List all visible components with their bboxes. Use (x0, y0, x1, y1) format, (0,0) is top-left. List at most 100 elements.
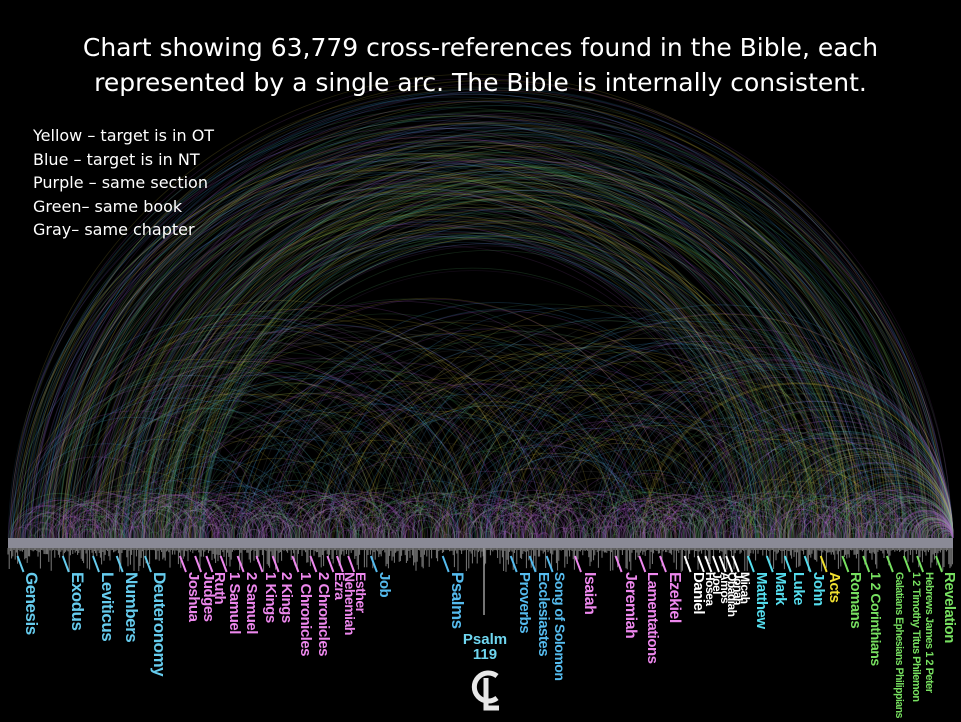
cross-reference-arc (187, 517, 230, 539)
cross-reference-arc (199, 180, 927, 539)
cross-reference-arc (718, 437, 926, 539)
cross-reference-arc (107, 528, 127, 539)
cross-reference-arc (77, 331, 500, 539)
cross-reference-arc (203, 250, 779, 539)
cross-reference-arc (387, 511, 444, 539)
cross-reference-arc (186, 392, 478, 539)
cross-reference-arc (393, 525, 419, 539)
cross-reference-arc (338, 379, 656, 539)
cross-reference-arc (483, 379, 810, 539)
cross-reference-arc (843, 485, 954, 539)
cross-reference-arc (489, 496, 577, 539)
cross-reference-arc (66, 512, 121, 539)
cross-reference-arc (58, 155, 824, 539)
cross-reference-arc (790, 475, 915, 539)
cross-reference-arc (433, 523, 463, 539)
cross-reference-arc (468, 507, 533, 539)
cross-reference-arc (294, 522, 327, 539)
cross-reference-arc (865, 495, 954, 539)
cross-reference-arc (935, 529, 954, 539)
cross-reference-arc (215, 530, 231, 539)
cross-reference-arc (257, 391, 551, 539)
cross-reference-arc (362, 401, 636, 539)
cross-reference-arc (137, 173, 866, 539)
book-leader-line (614, 555, 623, 573)
cross-reference-arc (91, 154, 860, 539)
cross-reference-arc (480, 514, 531, 539)
cross-reference-arc (877, 500, 954, 539)
cross-reference-arc (791, 457, 954, 539)
book-leader-line (92, 555, 100, 573)
cross-reference-arc (503, 520, 539, 539)
cross-reference-arc (62, 518, 104, 539)
cross-reference-arc (143, 178, 863, 539)
cross-reference-arc (517, 489, 616, 539)
cross-reference-arc (86, 429, 304, 539)
cross-reference-arc (479, 455, 644, 539)
cross-reference-arc (843, 482, 954, 539)
cross-reference-arc (124, 526, 149, 539)
cross-reference-arc (458, 521, 492, 539)
cross-reference-arc (691, 516, 735, 539)
cross-reference-arc (708, 497, 790, 539)
book-leader-line (725, 555, 734, 573)
legend-item-gray: Gray– same chapter (33, 220, 195, 239)
cross-reference-arc (129, 493, 218, 539)
cross-reference-arc (366, 502, 439, 539)
cross-reference-arc (179, 524, 208, 539)
cross-reference-arc (517, 381, 831, 539)
cross-reference-arc (328, 307, 789, 539)
cross-reference-arc (184, 513, 234, 539)
cross-reference-arc (773, 448, 954, 539)
book-leader-line (291, 555, 300, 573)
book-leader-line (16, 555, 25, 573)
cross-reference-arc (119, 510, 176, 539)
cross-reference-arc (689, 409, 954, 539)
book-label: Joshua (184, 572, 202, 622)
cross-reference-arc (159, 521, 193, 539)
cross-reference-arc (42, 115, 888, 539)
cross-reference-arc (524, 438, 725, 539)
cross-reference-arc (23, 499, 100, 539)
cross-reference-arc (142, 440, 337, 539)
cross-reference-arc (193, 189, 891, 539)
cross-reference-arc (503, 520, 539, 539)
cross-reference-arc (347, 343, 738, 539)
cross-reference-arc (514, 528, 534, 539)
cross-reference-arc (8, 113, 871, 539)
cross-reference-arc (697, 514, 746, 539)
cross-reference-arc (65, 508, 128, 539)
cross-reference-arc (383, 348, 772, 539)
cross-reference-arc (156, 141, 949, 539)
cross-reference-arc (510, 502, 583, 539)
book-label: 1 2 Timothy Titus Philemon (909, 572, 922, 702)
book-leader-line (545, 555, 554, 573)
book-label: Matthew (752, 572, 770, 629)
cross-reference-arc (891, 529, 909, 539)
cross-reference-arc (783, 494, 875, 539)
cross-reference-arc (737, 433, 954, 539)
cross-reference-arc (62, 501, 136, 539)
cross-reference-arc (504, 459, 661, 539)
cross-reference-arc (71, 500, 151, 539)
cross-reference-arc (712, 531, 725, 539)
book-label: Jeremiah (621, 572, 639, 639)
cross-reference-arc (923, 524, 954, 539)
cross-reference-arc (139, 167, 893, 539)
cross-reference-arc (200, 231, 814, 539)
cross-reference-arc (535, 447, 717, 539)
cross-reference-arc (540, 477, 662, 539)
cross-reference-arc (743, 525, 771, 539)
cross-reference-arc (141, 383, 451, 539)
cross-reference-arc (48, 504, 121, 539)
cross-reference-arc (342, 482, 454, 539)
cross-reference-arc (876, 506, 940, 539)
cross-reference-arc (741, 447, 929, 539)
cross-reference-arc (380, 521, 413, 539)
cross-reference-arc (432, 479, 550, 539)
cross-reference-arc (494, 313, 954, 539)
cross-reference-arc (485, 414, 739, 539)
cross-reference-arc (242, 529, 263, 539)
cross-reference-arc (626, 526, 650, 539)
cross-reference-arc (454, 531, 468, 539)
